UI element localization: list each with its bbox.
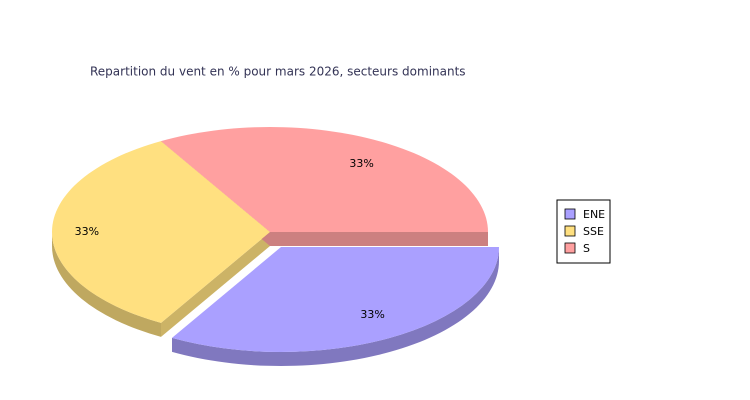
- legend-swatch: [564, 225, 576, 237]
- slice-side: [51, 232, 161, 337]
- data-label: 33%: [349, 157, 373, 170]
- chart-title: Repartition du vent en % pour mars 2026,…: [90, 65, 466, 79]
- slice-cut-face: [161, 232, 270, 337]
- legend-label: SSE: [583, 225, 604, 238]
- data-label: 33%: [360, 308, 384, 321]
- slice-side: [172, 247, 499, 367]
- legend-label: ENE: [583, 208, 605, 221]
- slice-cut-face: [270, 232, 488, 246]
- data-label: 33%: [75, 225, 99, 238]
- pie-slice: [52, 141, 270, 323]
- legend-swatch: [564, 208, 576, 220]
- pie-slice: [172, 247, 499, 353]
- legend-swatch: [564, 242, 576, 254]
- pie-slice: [161, 127, 488, 232]
- legend-label: S: [583, 242, 590, 255]
